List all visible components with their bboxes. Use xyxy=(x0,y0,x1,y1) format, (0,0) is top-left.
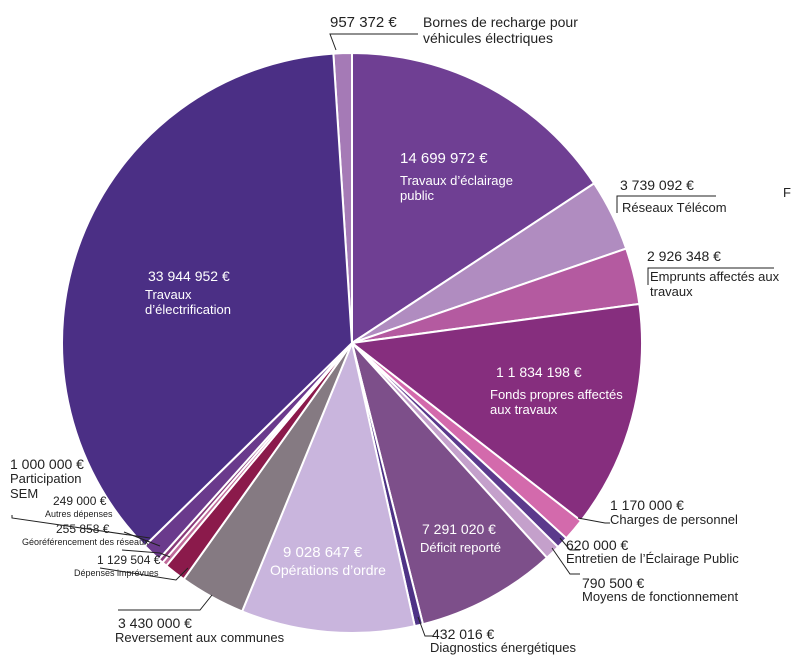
category-label: Reversement aux communes xyxy=(115,630,285,645)
leader-line xyxy=(11,515,151,539)
value-label: 1 000 000 € xyxy=(10,456,84,472)
value-label: 255 858 € xyxy=(56,522,110,536)
leader-line xyxy=(123,531,161,547)
category-label: Emprunts affectés aux travaux xyxy=(650,269,780,299)
value-label: 2 926 348 € xyxy=(647,248,721,264)
category-label: Moyens de fonctionnement xyxy=(582,589,739,604)
category-label: Déficit reporté xyxy=(420,540,501,555)
value-label: 1 170 000 € xyxy=(610,497,684,513)
value-label: 9 028 647 € xyxy=(283,544,363,561)
slices xyxy=(61,51,643,634)
value-label: 3 739 092 € xyxy=(620,177,694,193)
pie-slice xyxy=(61,52,354,548)
leader-line xyxy=(118,594,213,611)
leader-lines xyxy=(11,33,774,637)
category-label: Travaux d’électrification xyxy=(145,287,231,317)
value-label: 1 129 504 € xyxy=(97,553,161,567)
value-label: 3 430 000 € xyxy=(118,615,192,631)
leader-line xyxy=(647,267,774,285)
leader-line xyxy=(559,537,580,551)
category-label: Dépenses imprévues xyxy=(74,568,159,578)
pie-slice xyxy=(240,339,416,634)
category-label: Travaux d’éclairage public xyxy=(400,173,513,203)
value-label: 432 016 € xyxy=(432,626,495,642)
pie-slice xyxy=(349,302,643,523)
category-label: Entretien de l’Éclairage Public xyxy=(566,551,739,566)
pie-slice xyxy=(351,342,549,626)
leader-line xyxy=(577,517,610,524)
category-label: Opérations d’ordre xyxy=(270,562,386,578)
annotation: F xyxy=(783,185,791,200)
category-label: Charges de personnel xyxy=(610,512,738,527)
leader-line xyxy=(551,547,580,575)
category-label: Diagnostics énergétiques xyxy=(430,640,576,655)
value-label: 14 699 972 € xyxy=(400,150,488,167)
category-label: Réseaux Télécom xyxy=(622,200,727,215)
category-label: Participation SEM xyxy=(10,471,82,501)
pie-slice xyxy=(351,51,596,345)
leader-line xyxy=(121,549,171,558)
category-label: Bornes de recharge pour véhicules électr… xyxy=(423,14,578,47)
leader-line xyxy=(329,33,418,51)
value-label: 33 944 952 € xyxy=(148,268,230,284)
category-label: Autres dépenses xyxy=(45,509,113,519)
value-label: 249 000 € xyxy=(53,494,107,508)
value-label: 7 291 020 € xyxy=(422,521,496,537)
value-label: 1 1 834 198 € xyxy=(496,364,582,380)
leader-line xyxy=(417,616,433,637)
leader-line xyxy=(616,195,716,213)
value-label: 957 372 € xyxy=(330,14,397,31)
category-label: Fonds propres affectés aux travaux xyxy=(490,387,623,417)
value-label: 620 000 € xyxy=(566,537,629,553)
value-label: 790 500 € xyxy=(582,575,645,591)
category-label: Géoréférencement des réseaux xyxy=(22,537,149,547)
leader-line xyxy=(99,567,189,581)
